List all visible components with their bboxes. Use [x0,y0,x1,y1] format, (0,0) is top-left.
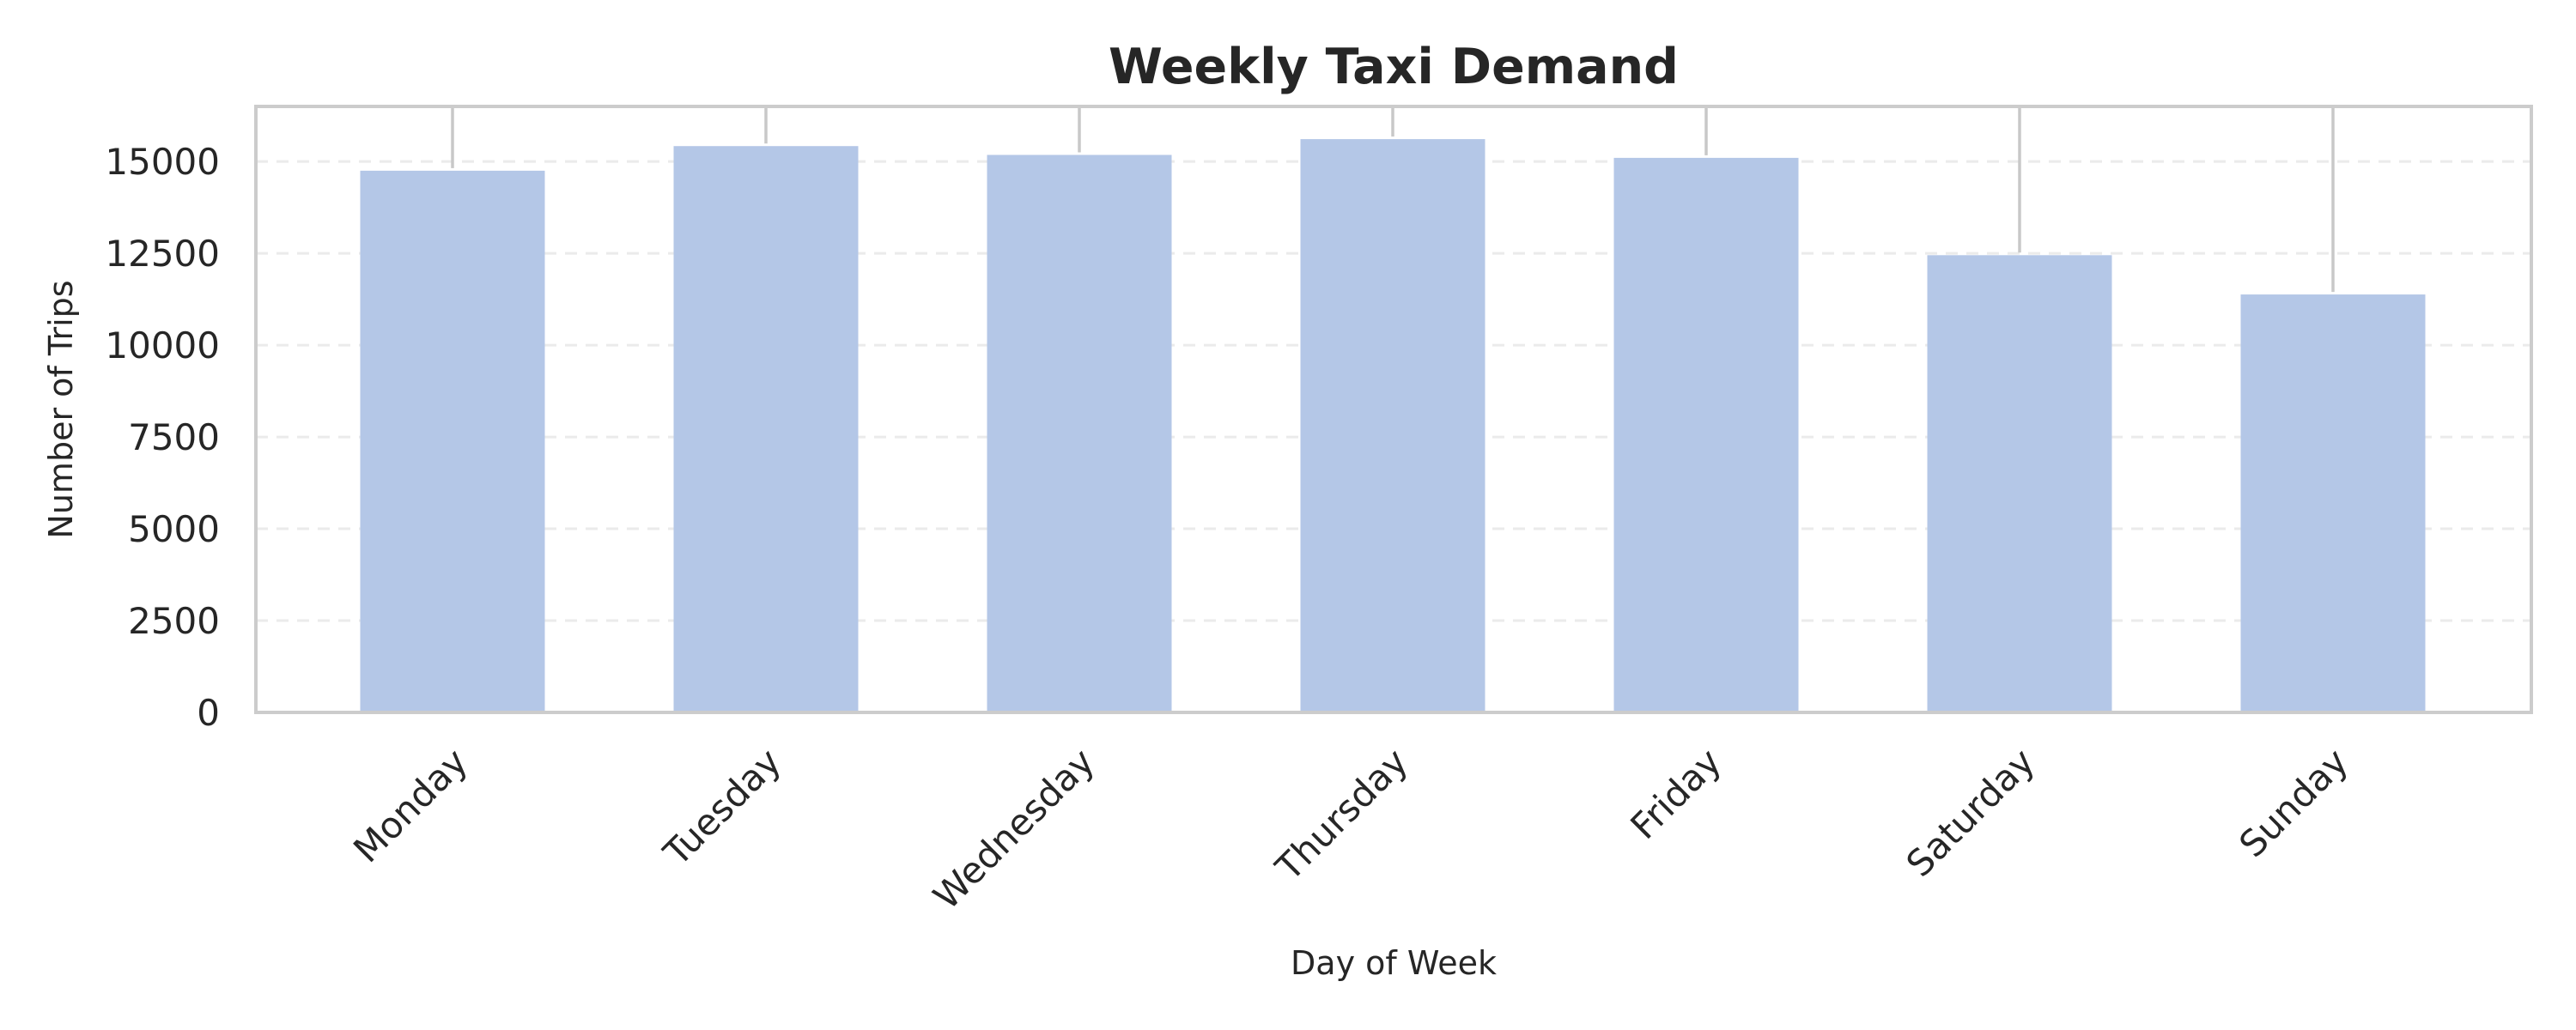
bar-thursday [1300,139,1485,713]
x-tick-label: Tuesday [655,740,789,874]
x-tick-label: Friday [1622,740,1729,847]
y-tick-label: 7500 [128,416,220,458]
x-axis-label: Day of Week [1291,944,1497,982]
y-tick-label: 2500 [128,600,220,642]
x-tick-labels: Monday Tuesday Wednesday Thursday Friday Satu… [345,740,2356,918]
bar-saturday [1927,255,2112,713]
plot-frame [254,105,2533,714]
bars [360,139,2426,713]
chart-title: Weekly Taxi Demand [1109,39,1679,95]
x-tick-label: Thursday [1267,740,1416,888]
y-tick-label: 10000 [105,324,220,367]
bar-tuesday [673,146,859,712]
error-bars [451,106,2335,293]
y-tick-label: 15000 [105,141,220,183]
bar-friday [1613,157,1799,713]
y-tick-labels: 0 2500 5000 7500 10000 12500 15000 [105,141,220,734]
x-tick-label: Wednesday [925,740,1103,918]
bar-sunday [2240,294,2426,712]
y-axis-label: Number of Trips [42,280,80,538]
x-tick-label: Saturday [1899,740,2043,884]
x-tick-label: Monday [345,740,476,870]
y-tick-label: 12500 [105,233,220,275]
x-tick-label: Sunday [2231,740,2356,865]
y-tick-label: 0 [197,692,220,734]
bar-wednesday [987,154,1172,713]
bar-monday [360,170,545,712]
y-tick-label: 5000 [128,508,220,550]
